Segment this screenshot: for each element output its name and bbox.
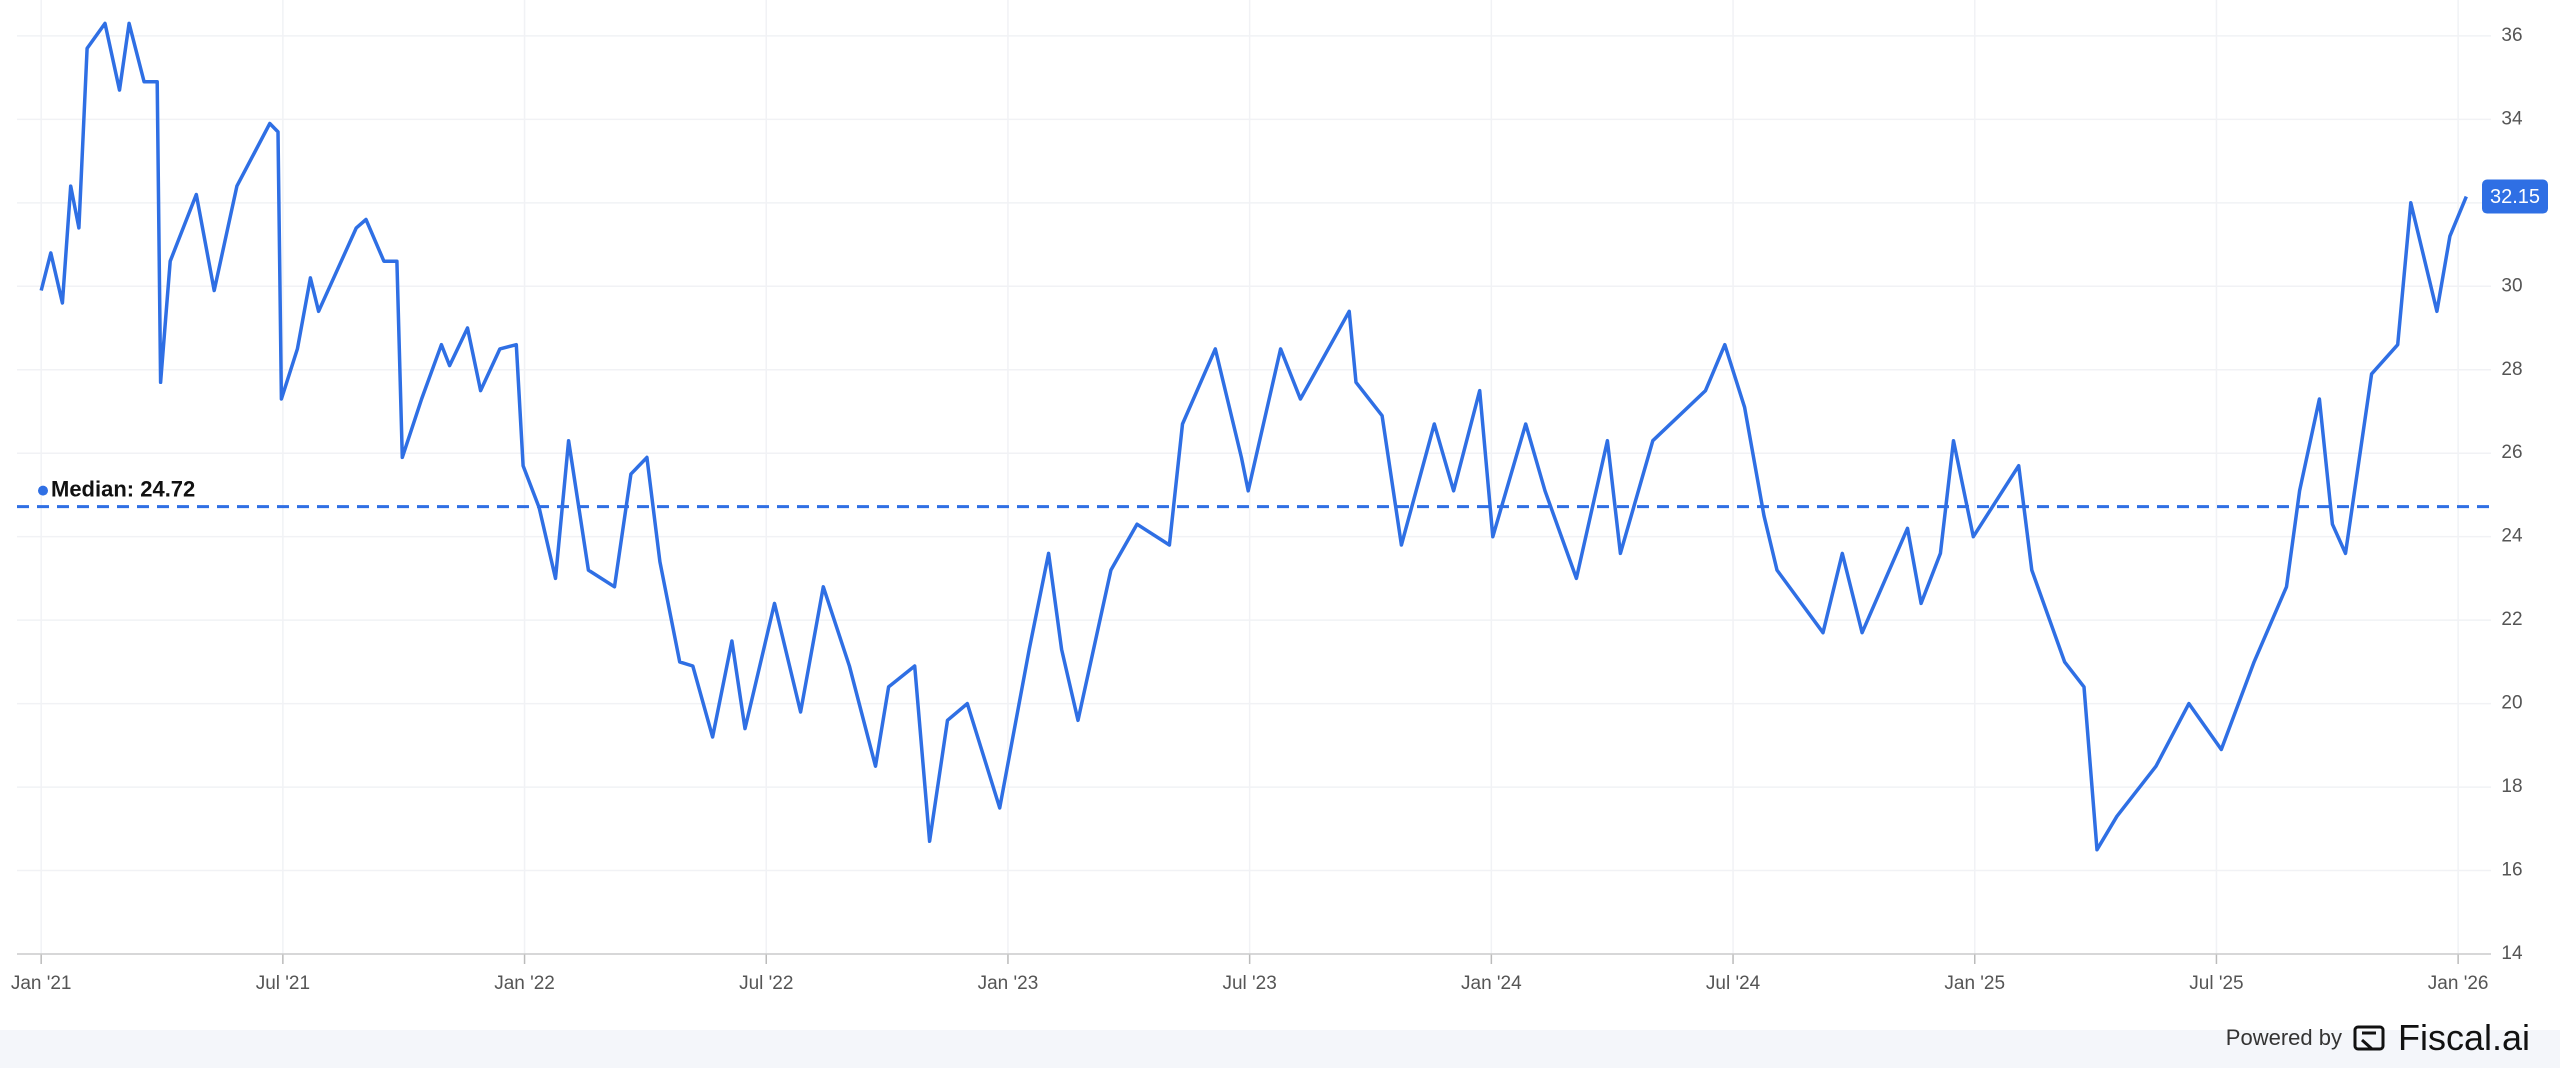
median-dot bbox=[38, 485, 48, 496]
x-tick-label: Jul '23 bbox=[1222, 973, 1276, 994]
brand-name: Fiscal.ai bbox=[2397, 1017, 2530, 1058]
y-tick-label: 16 bbox=[2501, 860, 2522, 881]
y-tick-label: 20 bbox=[2501, 693, 2522, 714]
median-label: Median: 24.72 bbox=[51, 476, 195, 501]
x-tick-label: Jul '25 bbox=[2189, 973, 2243, 994]
x-tick-label: Jan '25 bbox=[1944, 973, 2005, 994]
brand-logo bbox=[2353, 1025, 2385, 1051]
y-tick-label: 22 bbox=[2501, 609, 2522, 630]
price-line bbox=[39, 21, 2468, 852]
x-tick-label: Jul '22 bbox=[739, 973, 793, 994]
last-value-label: 32.15 bbox=[2490, 186, 2540, 208]
last-value-badge bbox=[2482, 179, 2548, 214]
x-tick-label: Jul '24 bbox=[1706, 973, 1761, 994]
y-tick-label: 14 bbox=[2501, 943, 2523, 964]
x-tick-label: Jan '23 bbox=[978, 973, 1039, 994]
y-tick-label: 28 bbox=[2501, 359, 2522, 380]
y-tick-label: 34 bbox=[2501, 108, 2523, 129]
y-tick-label: 36 bbox=[2501, 25, 2522, 46]
powered-by-text: Powered by bbox=[2225, 1025, 2342, 1050]
x-tick-label: Jan '21 bbox=[11, 973, 72, 994]
x-tick-label: Jan '22 bbox=[494, 973, 555, 994]
powered-by: Powered by Fiscal.ai bbox=[2225, 1017, 2560, 1058]
y-tick-label: 24 bbox=[2501, 526, 2523, 547]
y-tick-label: 26 bbox=[2501, 442, 2522, 463]
x-tick-label: Jul '21 bbox=[256, 973, 310, 994]
y-tick-label: 30 bbox=[2501, 275, 2522, 296]
footer-band bbox=[0, 1030, 2560, 1068]
x-tick-label: Jan '24 bbox=[1461, 973, 1522, 994]
y-tick-label: 18 bbox=[2501, 776, 2522, 797]
x-tick-label: Jan '26 bbox=[2428, 973, 2489, 994]
